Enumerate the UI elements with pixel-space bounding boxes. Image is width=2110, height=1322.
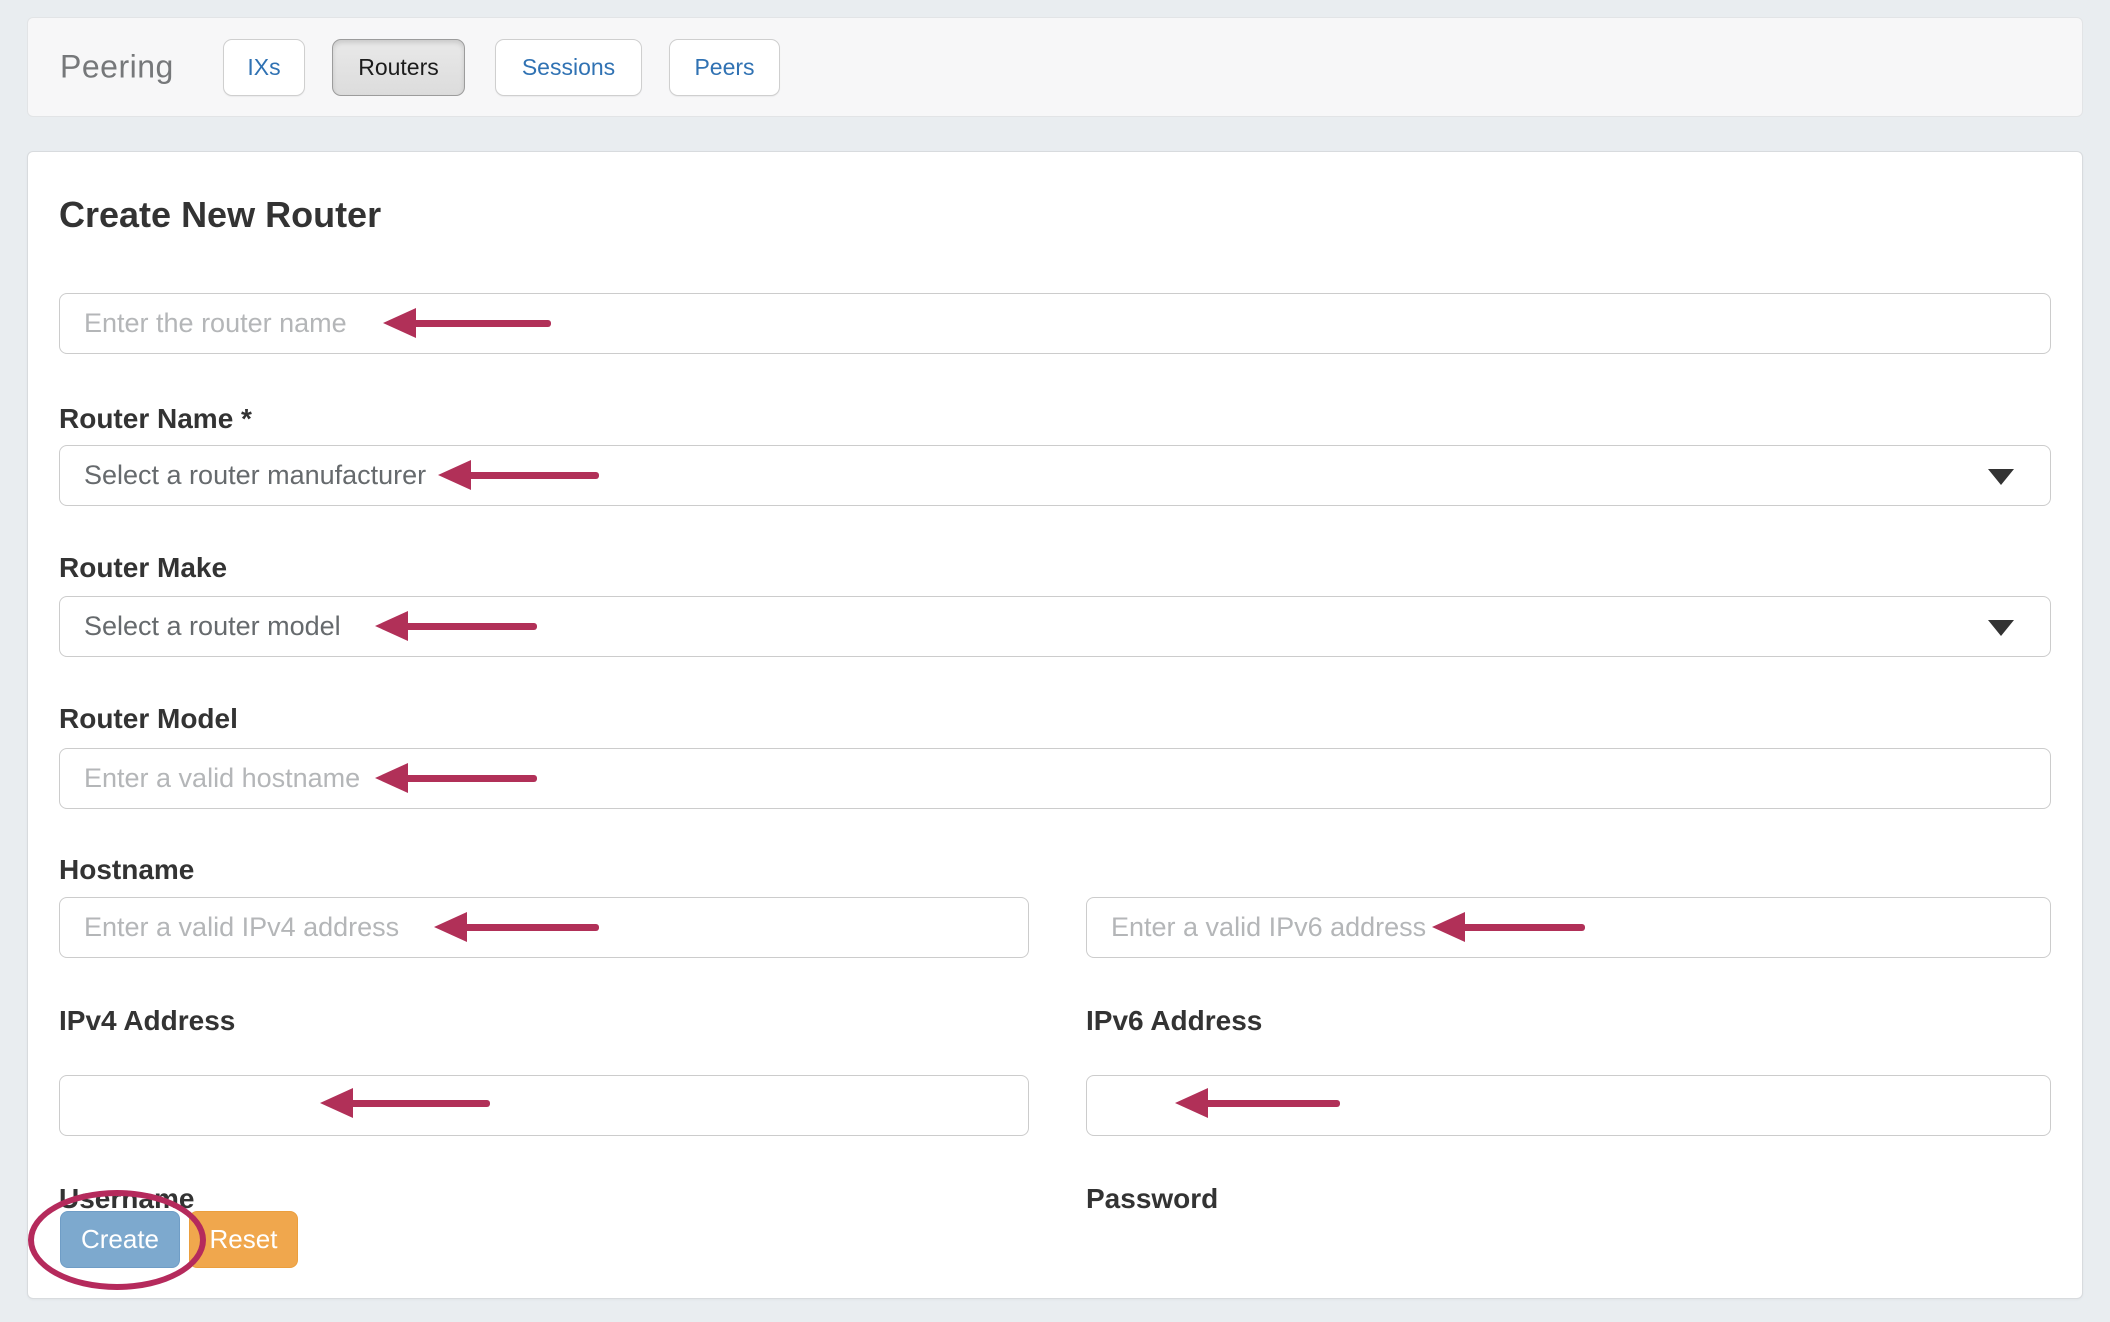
router-make-label: Router Make — [59, 552, 228, 583]
tab-routers[interactable]: Routers — [332, 39, 465, 96]
tab-routers-label: Routers — [358, 54, 439, 80]
router-make-selected-value: Select a router manufacturer — [84, 460, 427, 490]
router-model-select[interactable]: Select a router model — [59, 596, 2051, 657]
tab-ixs[interactable]: IXs — [223, 39, 305, 96]
router-model-label: Router Model — [59, 703, 238, 734]
ipv4-label: IPv4 Address — [59, 1005, 236, 1036]
reset-button-label: Reset — [209, 1224, 278, 1254]
hostname-label: Hostname — [59, 854, 195, 885]
username-label: Username — [59, 1183, 195, 1214]
ipv6-input[interactable] — [1086, 897, 2051, 958]
peering-header-bar: Peering IXs Routers Sessions Peers — [27, 17, 2083, 117]
hostname-input[interactable] — [59, 748, 2051, 809]
tab-sessions-label: Sessions — [521, 54, 616, 80]
tab-peers-label: Peers — [694, 54, 755, 80]
tab-ixs-label: IXs — [247, 54, 281, 80]
form-title: Create New Router — [59, 194, 382, 235]
create-button[interactable]: Create — [60, 1211, 180, 1268]
create-router-panel: Create New Router Router Name * Router M… — [27, 151, 2083, 1299]
router-name-label: Router Name * — [59, 403, 252, 434]
router-model-selected-value: Select a router model — [84, 611, 341, 641]
password-input[interactable] — [1086, 1075, 2051, 1136]
router-make-select[interactable]: Select a router manufacturer — [59, 445, 2051, 506]
router-name-input[interactable] — [59, 293, 2051, 354]
ipv4-input[interactable] — [59, 897, 1029, 958]
password-label: Password — [1086, 1183, 1219, 1214]
ipv6-label: IPv6 Address — [1086, 1005, 1263, 1036]
tab-peers[interactable]: Peers — [669, 39, 780, 96]
create-button-label: Create — [80, 1224, 160, 1254]
caret-down-icon — [1988, 468, 2014, 485]
caret-down-icon — [1988, 619, 2014, 636]
tab-sessions[interactable]: Sessions — [495, 39, 642, 96]
username-input[interactable] — [59, 1075, 1029, 1136]
page-title: Peering — [60, 48, 174, 85]
reset-button[interactable]: Reset — [189, 1211, 298, 1268]
